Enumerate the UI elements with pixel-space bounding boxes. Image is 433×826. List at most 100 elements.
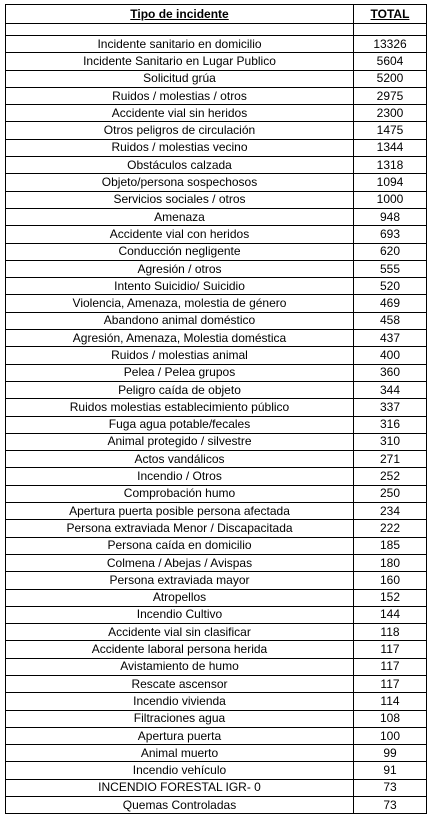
incident-type-cell: Atropellos (5, 588, 354, 607)
table-row: Ruidos molestias establecimiento público… (5, 398, 427, 417)
incident-type-cell: Apertura puerta posible persona afectada (5, 502, 354, 521)
header-type: Tipo de incidente (5, 4, 354, 24)
incident-total-cell: 100 (353, 726, 427, 746)
table-row: Colmena / Abejas / Avispas 180 (5, 553, 427, 573)
incident-type-cell: Otros peligros de circulación (5, 121, 354, 140)
incident-total-cell: 316 (353, 415, 427, 434)
incident-type-cell: INCENDIO FORESTAL IGR- 0 (5, 778, 354, 798)
incident-total-cell: 250 (353, 484, 427, 504)
incident-total-cell: 91 (353, 761, 427, 780)
incident-total-cell: 1318 (353, 156, 427, 175)
incident-type-cell: Abandono animal doméstico (5, 311, 354, 331)
incident-total-cell: 948 (353, 207, 427, 227)
incident-total-cell: 271 (353, 450, 427, 469)
table-row: Filtraciones agua 108 (5, 709, 427, 728)
incident-total-cell: 620 (353, 242, 427, 261)
header-total: TOTAL (353, 4, 427, 24)
table-header-row: Tipo de incidente TOTAL (5, 4, 427, 24)
incident-total-cell: 693 (353, 225, 427, 244)
incident-type-cell: Incidente Sanitario en Lugar Publico (5, 52, 354, 71)
table-row: Violencia, Amenaza, molestia de género 46… (5, 294, 427, 313)
incident-total-cell: 108 (353, 709, 427, 728)
incident-total-cell: 344 (353, 380, 427, 400)
incident-type-cell: Incendio vivienda (5, 692, 354, 711)
incident-type-cell: Obstáculos calzada (5, 156, 354, 175)
incident-total-cell: 437 (353, 329, 427, 348)
incident-total-cell: 1094 (353, 173, 427, 192)
incident-type-cell: Agresión, Amenaza, Molestia doméstica (5, 329, 354, 348)
table-row: Apertura puerta 100 (5, 726, 427, 746)
table-row: Conducción negligente 620 (5, 242, 427, 261)
incident-type-cell: Quemas Controladas (5, 796, 354, 815)
incident-type-cell: Colmena / Abejas / Avispas (5, 553, 354, 573)
table-row: Ruidos / molestias animal 400 (5, 346, 427, 365)
incident-type-cell: Accidente vial sin heridos (5, 104, 354, 123)
incident-total-cell: 1000 (353, 190, 427, 209)
incident-type-cell: Agresión / otros (5, 259, 354, 279)
table-row: Fuga agua potable/fecales 316 (5, 415, 427, 434)
incident-type-cell: Filtraciones agua (5, 709, 354, 728)
incident-type-cell: Persona extraviada Menor / Discapacitada (5, 519, 354, 538)
incident-type-cell: Solicitud grúa (5, 69, 354, 88)
table-row: Incendio vivienda 114 (5, 692, 427, 711)
table-row: Obstáculos calzada 1318 (5, 156, 427, 175)
incident-type-cell: Incendio / Otros (5, 467, 354, 486)
incident-total-cell: 160 (353, 571, 427, 590)
incident-total-cell: 222 (353, 519, 427, 538)
incident-type-cell: Conducción negligente (5, 242, 354, 261)
incident-type-cell: Animal protegido / silvestre (5, 432, 354, 452)
blank-cell (5, 23, 354, 36)
table-row: Accidente vial sin heridos 2300 (5, 104, 427, 123)
incident-total-cell: 234 (353, 502, 427, 521)
incident-total-cell: 73 (353, 796, 427, 815)
table-row: Pelea / Pelea grupos 360 (5, 363, 427, 382)
table-row: Peligro caída de objeto 344 (5, 380, 427, 400)
incident-type-cell: Persona caída en domicilio (5, 536, 354, 555)
incident-type-cell: Ruidos / molestias / otros (5, 86, 354, 106)
table-row: Accidente vial sin clasificar 118 (5, 623, 427, 642)
table-row: Persona extraviada mayor 160 (5, 571, 427, 590)
table-row: Agresión / otros 555 (5, 259, 427, 279)
incident-total-cell: 185 (353, 536, 427, 555)
incident-total-cell: 310 (353, 432, 427, 452)
incident-total-cell: 13326 (353, 34, 427, 54)
incident-type-cell: Amenaza (5, 207, 354, 227)
incident-type-cell: Pelea / Pelea grupos (5, 363, 354, 382)
incident-type-cell: Comprobación humo (5, 484, 354, 504)
table-row: Accidente laboral persona herida 117 (5, 640, 427, 659)
table-row: Ruidos / molestias / otros 2975 (5, 86, 427, 106)
incident-total-cell: 1344 (353, 138, 427, 158)
incident-type-cell: Incendio vehículo (5, 761, 354, 780)
incident-table: Tipo de incidente TOTAL Incidente sanita… (5, 4, 427, 815)
table-row: Incendio / Otros 252 (5, 467, 427, 486)
incident-total-cell: 1475 (353, 121, 427, 140)
incident-type-cell: Objeto/persona sospechosos (5, 173, 354, 192)
table-row: Animal muerto 99 (5, 744, 427, 763)
incident-type-cell: Accidente laboral persona herida (5, 640, 354, 659)
table-row: Accidente vial con heridos 693 (5, 225, 427, 244)
incident-total-cell: 337 (353, 398, 427, 417)
incident-total-cell: 400 (353, 346, 427, 365)
incident-type-cell: Incendio Cultivo (5, 605, 354, 625)
incident-total-cell: 73 (353, 778, 427, 798)
incident-table-container: Tipo de incidente TOTAL Incidente sanita… (5, 4, 427, 815)
table-row: Apertura puerta posible persona afectada… (5, 502, 427, 521)
incident-total-cell: 5200 (353, 69, 427, 88)
incident-type-cell: Persona extraviada mayor (5, 571, 354, 590)
incident-total-cell: 114 (353, 692, 427, 711)
table-row: Amenaza 948 (5, 207, 427, 227)
incident-type-cell: Peligro caída de objeto (5, 380, 354, 400)
table-row: Quemas Controladas 73 (5, 796, 427, 815)
table-row: Avistamiento de humo 117 (5, 657, 427, 676)
table-row: Ruidos / molestias vecino 1344 (5, 138, 427, 158)
table-row: Persona caída en domicilio 185 (5, 536, 427, 555)
incident-type-cell: Ruidos molestias establecimiento público (5, 398, 354, 417)
table-row: Intento Suicidio/ Suicidio 520 (5, 277, 427, 296)
incident-type-cell: Accidente vial sin clasificar (5, 623, 354, 642)
incident-total-cell: 458 (353, 311, 427, 331)
incident-type-cell: Avistamiento de humo (5, 657, 354, 676)
table-row: Animal protegido / silvestre 310 (5, 432, 427, 452)
blank-cell (353, 23, 427, 36)
incident-type-cell: Ruidos / molestias vecino (5, 138, 354, 158)
incident-total-cell: 520 (353, 277, 427, 296)
